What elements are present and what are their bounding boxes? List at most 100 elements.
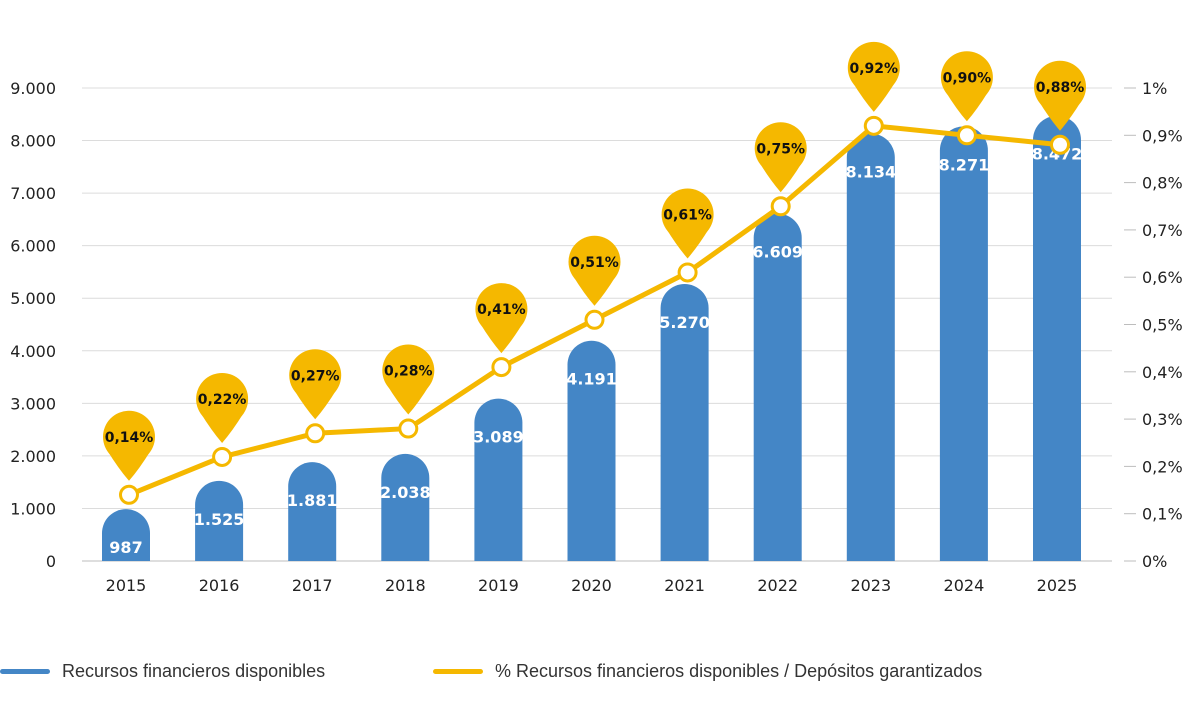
line-point [305, 423, 326, 444]
line-value-label: 0,61% [663, 207, 712, 223]
right-axis-ticks: 0% 0,1% 0,2% 0,3% 0,4% 0,5% 0,6% 0,7% 0,8% 0,9% 1% [1124, 79, 1183, 571]
x-tick-label: 2024 [944, 576, 985, 595]
pin-head [382, 344, 435, 397]
right-tick-label: 0,2% [1142, 457, 1183, 476]
left-tick-label: 6.000 [10, 237, 56, 256]
x-tick-label: 2022 [757, 576, 798, 595]
pin-head [1034, 60, 1086, 113]
legend-item-bars: Recursos financieros disponibles [0, 656, 325, 686]
right-tick-label: 0,8% [1142, 174, 1183, 193]
line-value-label: 0,27% [291, 368, 340, 384]
line-point [212, 446, 233, 467]
line-value-label: 0,75% [756, 141, 805, 157]
bar [102, 509, 150, 561]
right-tick-label: 0% [1142, 552, 1167, 571]
bar-value-label: 1.881 [287, 491, 338, 510]
x-tick-label: 2015 [106, 576, 147, 595]
x-tick-label: 2016 [199, 576, 240, 595]
x-tick-label: 2020 [571, 576, 612, 595]
pin-head [940, 51, 993, 104]
bar-value-label: 3.089 [473, 428, 524, 447]
line-point [491, 357, 512, 378]
bar [567, 340, 616, 561]
legend-swatch-bars [0, 668, 50, 674]
right-tick-label: 0,7% [1142, 221, 1183, 240]
bar-series [102, 115, 1081, 562]
line-value-label: 0,28% [384, 364, 433, 380]
line-value-label: 0,88% [1036, 80, 1085, 96]
x-axis-ticks: 2015 2016 2017 2018 2019 2020 2021 2022 2023 2024… [106, 576, 1078, 595]
legend-item-line: % Recursos financieros disponibles / Dep… [433, 656, 982, 686]
right-tick-label: 0,1% [1142, 505, 1183, 524]
bar [288, 462, 337, 561]
line-value-label: 0,14% [105, 430, 154, 446]
bar [660, 284, 709, 561]
right-tick-label: 0,3% [1142, 410, 1183, 429]
bar-value-label: 5.270 [659, 313, 710, 332]
line-value-label: 0,41% [477, 302, 526, 318]
bar-value-label: 8.271 [939, 155, 990, 174]
bar [753, 213, 802, 561]
bar [939, 126, 988, 562]
pin-head [103, 410, 155, 463]
bar [474, 398, 523, 561]
bar-value-label: 2.038 [380, 483, 431, 502]
bar-value-label: 1.525 [194, 510, 245, 529]
right-tick-label: 1% [1142, 79, 1167, 98]
line-point [770, 196, 791, 217]
left-axis-ticks: 0 1.000 2.000 3.000 4.000 5.000 6.000 7.000 8.00… [10, 79, 56, 571]
left-tick-label: 2.000 [10, 447, 56, 466]
x-tick-label: 2018 [385, 576, 426, 595]
line-point [584, 309, 605, 330]
legend: Recursos financieros disponibles % Recur… [0, 656, 1187, 686]
x-tick-label: 2019 [478, 576, 519, 595]
left-tick-label: 0 [46, 552, 56, 571]
pin-head [475, 283, 528, 336]
left-tick-label: 1.000 [10, 499, 56, 518]
left-tick-label: 7.000 [10, 184, 56, 203]
line-point [119, 484, 139, 505]
left-tick-label: 3.000 [10, 394, 56, 413]
x-tick-label: 2017 [292, 576, 333, 595]
left-tick-label: 8.000 [10, 132, 56, 151]
bar-value-label: 6.609 [752, 243, 803, 262]
combo-chart: 0 1.000 2.000 3.000 4.000 5.000 6.000 7.000 8.00… [10, 41, 1183, 595]
line-point [956, 125, 977, 146]
line-point [398, 418, 419, 439]
pin-head [196, 372, 249, 425]
bar-value-labels: 987 1.525 1.881 2.038 3.089 4.191 5.270 6.609 8.… [109, 145, 1082, 557]
right-tick-label: 0,5% [1142, 316, 1183, 335]
legend-label-line: % Recursos financieros disponibles / Dep… [495, 660, 983, 681]
line-point [863, 115, 884, 136]
bar [195, 480, 244, 561]
bar [1033, 115, 1081, 561]
line-point [1050, 134, 1070, 155]
bar [846, 133, 895, 561]
legend-label-bars: Recursos financieros disponibles [62, 660, 326, 681]
left-tick-label: 4.000 [10, 342, 56, 361]
right-tick-label: 0,9% [1142, 126, 1183, 145]
x-tick-label: 2021 [664, 576, 705, 595]
pin-head [289, 349, 342, 402]
bar-value-label: 4.191 [566, 370, 617, 389]
bar-value-label: 8.134 [845, 163, 896, 182]
left-tick-label: 5.000 [10, 289, 56, 308]
pin-head [847, 41, 900, 94]
left-tick-label: 9.000 [10, 79, 56, 98]
bar-value-label: 987 [109, 538, 142, 557]
pin-markers: 0,14% 0,22% 0,27% 0,28% 0,41% 0,51% 0,61% 0,75%… [103, 41, 1086, 505]
bar [381, 453, 430, 561]
line-value-label: 0,92% [850, 61, 899, 77]
line-point [677, 262, 698, 283]
x-tick-label: 2025 [1037, 576, 1078, 595]
line-value-label: 0,51% [570, 255, 619, 271]
legend-swatch-line [433, 668, 483, 674]
x-tick-label: 2023 [850, 576, 891, 595]
line-value-label: 0,90% [943, 70, 992, 86]
pin-head [754, 122, 807, 175]
right-tick-label: 0,6% [1142, 268, 1183, 287]
line-value-label: 0,22% [198, 392, 247, 408]
right-tick-label: 0,4% [1142, 363, 1183, 382]
pin-head [568, 235, 621, 288]
pin-head [661, 188, 714, 241]
